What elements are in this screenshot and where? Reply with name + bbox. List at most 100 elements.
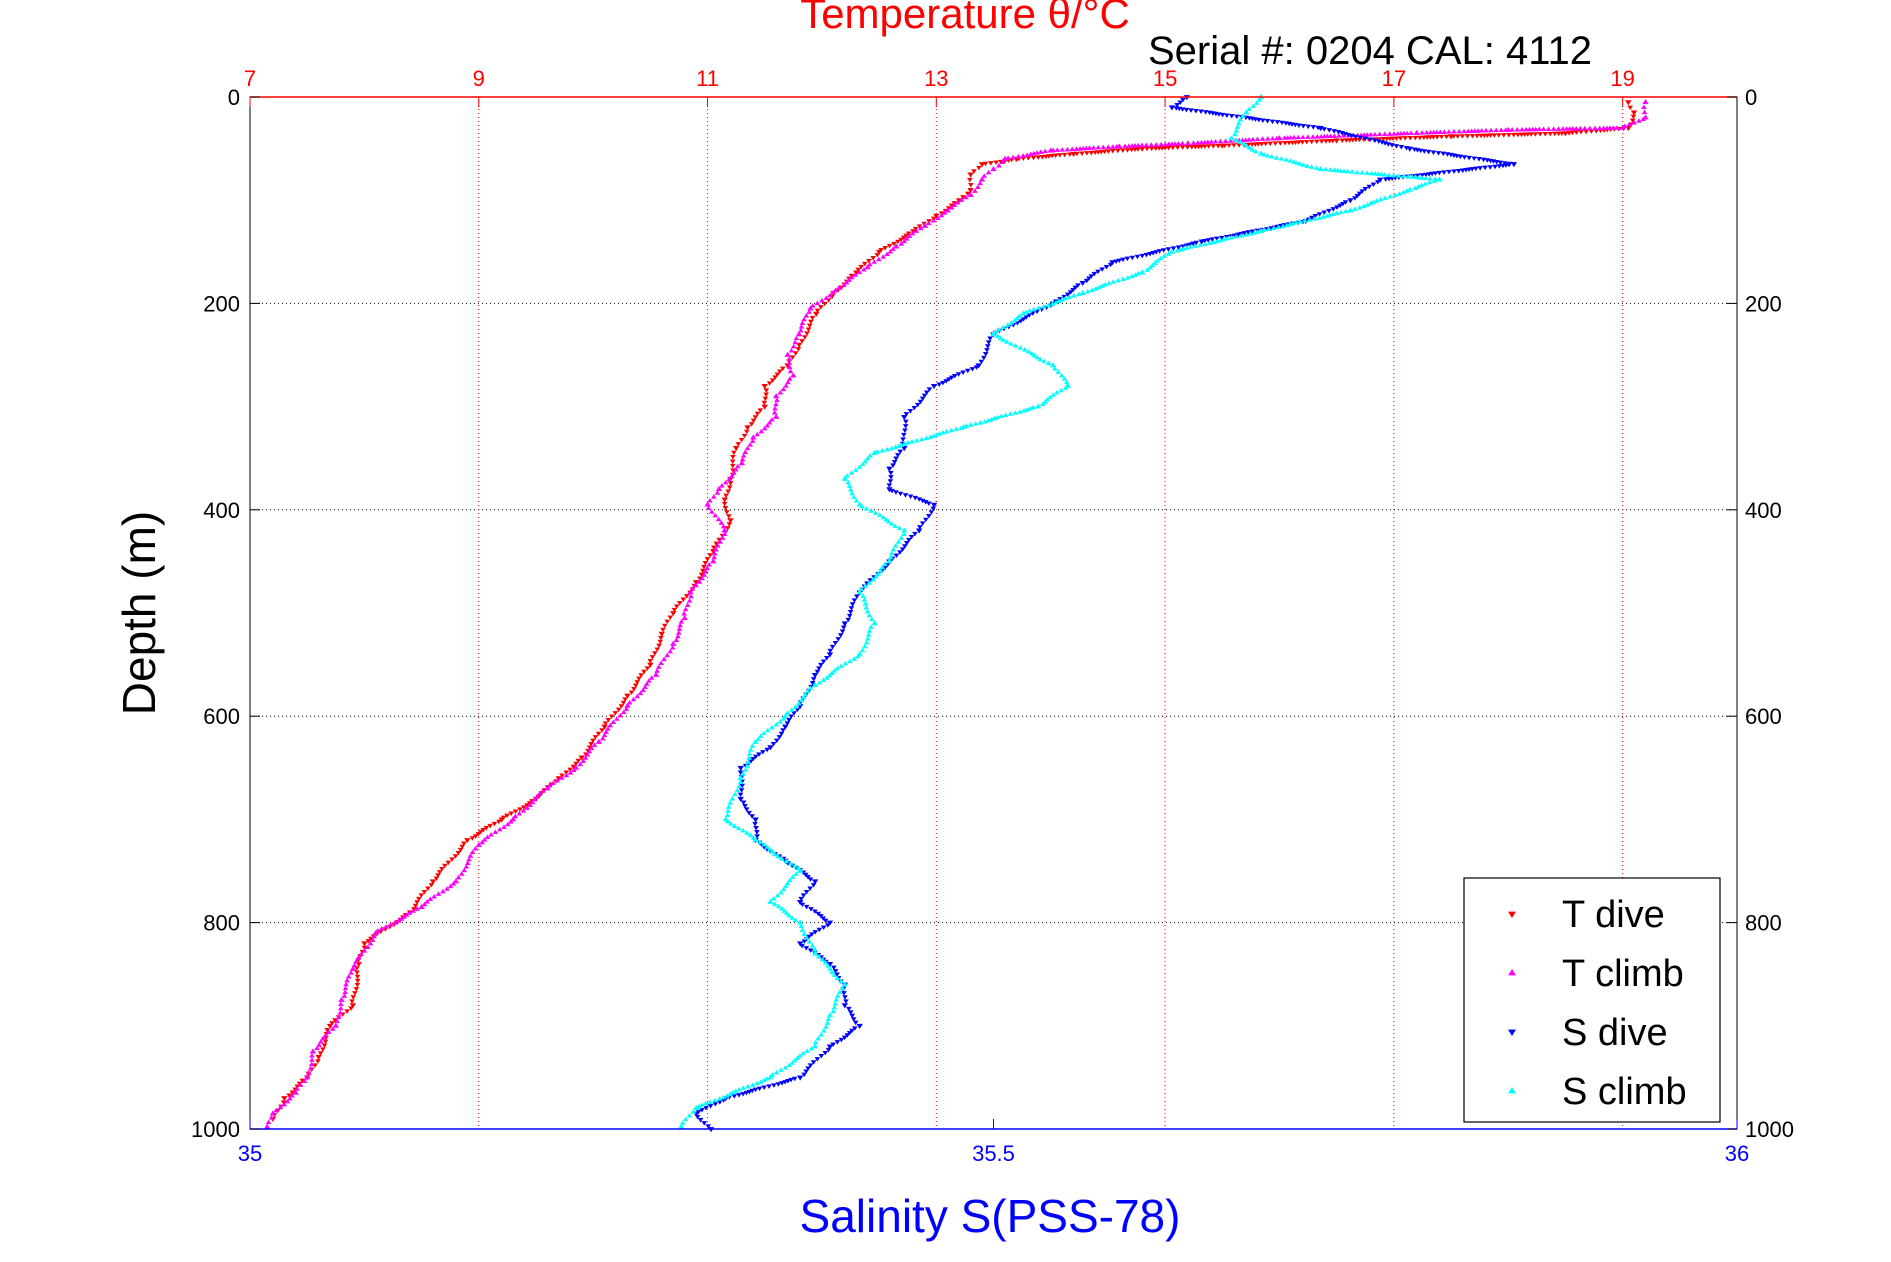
data-point xyxy=(841,1003,848,1009)
depth-axis-label: Depth (m) xyxy=(113,511,165,715)
profile-marker xyxy=(848,470,855,475)
profile-marker xyxy=(1389,143,1395,148)
profile-marker xyxy=(467,853,474,858)
data-point xyxy=(372,929,380,935)
profile-marker xyxy=(265,1119,272,1125)
profile-marker xyxy=(350,995,357,1000)
profile-marker xyxy=(1220,236,1227,242)
profile-marker xyxy=(972,188,978,193)
profile-marker xyxy=(792,863,798,868)
profile-marker xyxy=(306,1070,312,1075)
profile-marker xyxy=(862,643,868,649)
profile-marker xyxy=(775,903,782,909)
profile-marker xyxy=(1061,294,1068,300)
profile-marker xyxy=(883,516,889,522)
profile-marker xyxy=(599,728,605,733)
profile-marker xyxy=(1629,118,1636,124)
profile-marker xyxy=(744,830,750,835)
profile-marker xyxy=(849,490,855,496)
profile-marker xyxy=(931,433,937,438)
profile-marker xyxy=(831,1004,838,1010)
profile-marker xyxy=(1578,130,1584,135)
profile-marker xyxy=(705,505,712,511)
profile-marker xyxy=(1035,305,1042,310)
profile-marker xyxy=(1436,170,1443,176)
profile-marker xyxy=(833,997,839,1002)
profile-marker xyxy=(832,640,839,646)
profile-marker xyxy=(1235,120,1242,126)
profile-marker xyxy=(501,824,507,829)
profile-marker xyxy=(803,313,810,318)
profile-marker xyxy=(838,1037,845,1043)
data-point xyxy=(678,1123,685,1129)
profile-marker xyxy=(1088,150,1095,156)
profile-marker xyxy=(805,327,812,332)
profile-marker xyxy=(1478,128,1485,133)
profile-marker xyxy=(1037,356,1044,362)
profile-marker xyxy=(982,352,989,357)
profile-marker xyxy=(892,523,899,528)
profile-marker xyxy=(694,1114,701,1120)
profile-marker xyxy=(411,907,417,912)
profile-marker xyxy=(1180,244,1186,249)
profile-marker xyxy=(1542,131,1549,137)
temperature-tick-label: 13 xyxy=(924,66,948,91)
profile-marker xyxy=(571,767,577,773)
profile-marker xyxy=(729,463,736,469)
profile-marker xyxy=(1398,145,1405,150)
profile-marker xyxy=(1158,141,1164,147)
profile-marker xyxy=(1152,260,1158,265)
data-point xyxy=(813,311,820,317)
profile-marker xyxy=(853,498,860,503)
data-point xyxy=(595,738,603,744)
profile-marker xyxy=(1290,220,1296,226)
profile-marker xyxy=(700,568,706,574)
profile-marker xyxy=(780,728,786,733)
profile-marker xyxy=(512,813,519,819)
data-point xyxy=(647,662,654,668)
profile-marker xyxy=(933,432,940,437)
profile-marker xyxy=(623,706,630,711)
salinity-tick-label: 36 xyxy=(1725,1141,1749,1166)
data-point xyxy=(326,1023,334,1029)
profile-marker xyxy=(793,335,800,341)
profile-marker xyxy=(1510,132,1517,138)
profile-marker xyxy=(1454,134,1461,139)
profile-marker xyxy=(329,1021,335,1026)
profile-marker xyxy=(1035,155,1042,160)
profile-marker xyxy=(954,199,961,205)
profile-marker xyxy=(1361,203,1367,209)
profile-marker xyxy=(816,666,822,671)
profile-marker xyxy=(354,982,361,988)
profile-marker xyxy=(1338,209,1344,215)
depth-tick-label-right: 600 xyxy=(1745,704,1782,729)
profile-marker xyxy=(287,1095,293,1101)
data-point xyxy=(910,229,917,235)
profile-marker xyxy=(1233,114,1240,120)
data-point xyxy=(1228,135,1235,141)
profile-marker xyxy=(1435,151,1442,156)
profile-marker xyxy=(803,889,810,895)
profile-marker xyxy=(681,611,687,616)
profile-marker xyxy=(1280,223,1286,229)
profile-marker xyxy=(902,544,908,549)
profile-marker xyxy=(479,839,485,845)
data-point xyxy=(886,558,893,564)
profile-marker xyxy=(776,735,783,740)
profile-marker xyxy=(314,1045,320,1051)
profile-marker xyxy=(1024,152,1031,157)
data-point xyxy=(767,898,774,904)
profile-marker xyxy=(554,777,561,783)
profile-marker xyxy=(795,347,802,352)
profile-marker xyxy=(843,999,849,1004)
profile-marker xyxy=(1419,175,1425,180)
profile-marker xyxy=(790,343,797,349)
profile-marker xyxy=(1122,143,1128,149)
profile-marker xyxy=(1148,146,1155,152)
profile-marker xyxy=(580,758,587,764)
profile-marker xyxy=(758,733,764,738)
profile-marker xyxy=(521,805,527,810)
profile-marker xyxy=(1545,126,1552,131)
profile-marker xyxy=(1091,271,1098,277)
profile-marker xyxy=(1077,146,1083,151)
